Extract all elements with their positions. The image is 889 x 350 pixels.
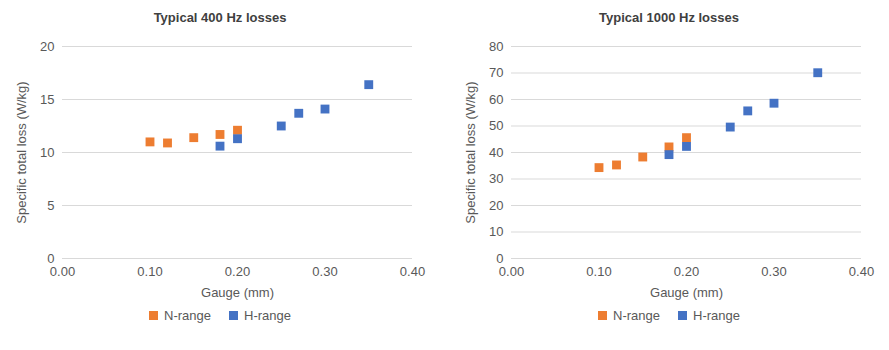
svg-text:60: 60 bbox=[489, 92, 503, 107]
svg-text:20: 20 bbox=[40, 39, 54, 54]
html-text:Typical 400 Hz losses: Typical 400 Hz losses bbox=[153, 10, 287, 25]
svg-text:15: 15 bbox=[40, 92, 54, 107]
svg-text:Gauge (mm): Gauge (mm) bbox=[650, 285, 723, 300]
html-text:Typical 1000 Hz losses: Typical 1000 Hz losses bbox=[599, 10, 739, 25]
html-text:H-range: H-range bbox=[244, 308, 291, 323]
svg-text:40: 40 bbox=[489, 145, 503, 160]
svg-text:0.30: 0.30 bbox=[312, 264, 337, 279]
svg-text:0.10: 0.10 bbox=[137, 264, 162, 279]
svg-text:Gauge (mm): Gauge (mm) bbox=[201, 285, 274, 300]
svg-text:50: 50 bbox=[489, 118, 503, 133]
svg-text:10: 10 bbox=[40, 145, 54, 160]
svg-text:5: 5 bbox=[47, 198, 54, 213]
svg-text:0.10: 0.10 bbox=[586, 264, 611, 279]
svg-text:0.00: 0.00 bbox=[499, 264, 524, 279]
svg-text:Specific total loss (W/kg): Specific total loss (W/kg) bbox=[14, 81, 29, 223]
svg-text:0.40: 0.40 bbox=[400, 264, 425, 279]
svg-text:Specific total loss (W/kg): Specific total loss (W/kg) bbox=[463, 81, 478, 223]
svg-text:20: 20 bbox=[489, 198, 503, 213]
svg-text:0.40: 0.40 bbox=[849, 264, 874, 279]
svg-text:30: 30 bbox=[489, 171, 503, 186]
svg-text:0.20: 0.20 bbox=[225, 264, 250, 279]
svg-text:0: 0 bbox=[496, 250, 504, 266]
html-text:N-range: N-range bbox=[164, 308, 211, 323]
svg-text:0.20: 0.20 bbox=[674, 264, 699, 279]
svg-text:80: 80 bbox=[489, 39, 503, 54]
svg-text:0.00: 0.00 bbox=[50, 264, 75, 279]
svg-text:0.30: 0.30 bbox=[761, 264, 786, 279]
svg-text:10: 10 bbox=[489, 224, 503, 239]
svg-text:0: 0 bbox=[47, 250, 55, 266]
html-text:H-range: H-range bbox=[693, 308, 740, 323]
svg-text:70: 70 bbox=[489, 65, 503, 80]
html-text:N-range: N-range bbox=[613, 308, 660, 323]
